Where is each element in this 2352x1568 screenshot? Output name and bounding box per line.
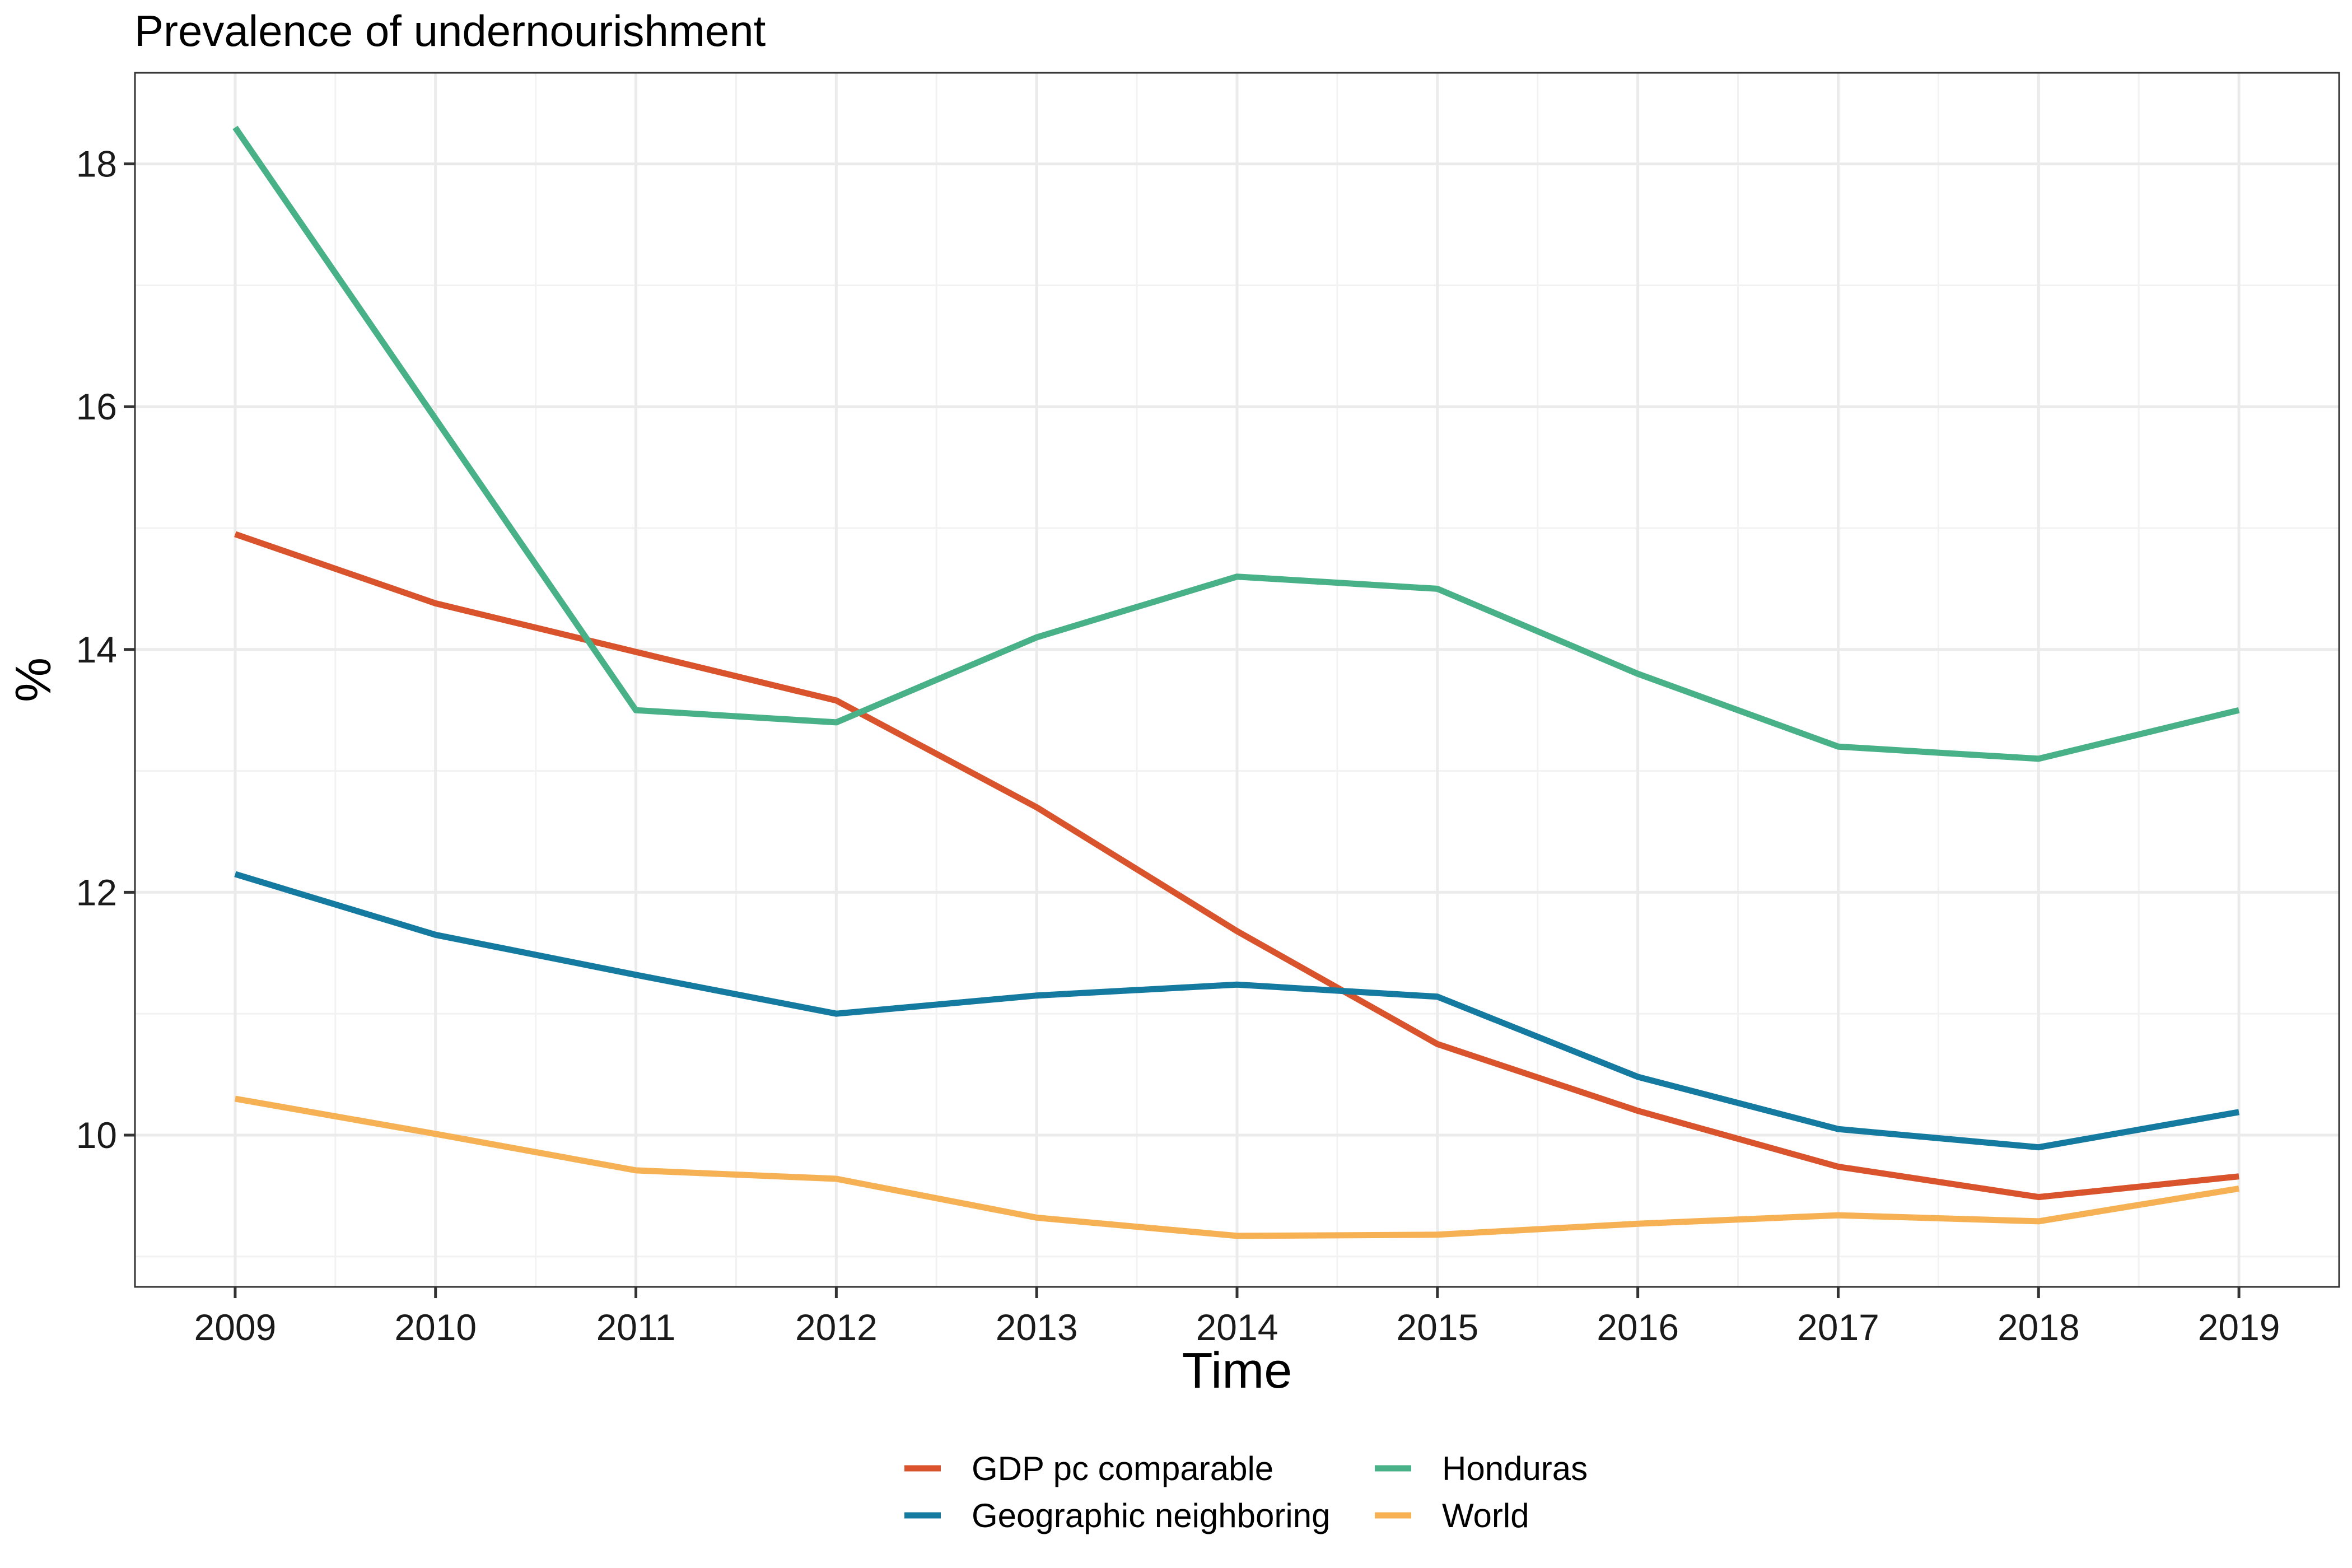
y-tick-label: 18 — [76, 143, 117, 185]
legend: GDP pc comparable Geographic neighboring H… — [904, 1450, 1588, 1534]
y-axis-title: % — [6, 657, 62, 702]
x-tick-label: 2019 — [2198, 1306, 2280, 1348]
x-tick-label: 2014 — [1196, 1306, 1278, 1348]
legend-label-world: World — [1442, 1497, 1529, 1534]
x-tick-label: 2015 — [1396, 1306, 1478, 1348]
x-tick-label: 2010 — [394, 1306, 477, 1348]
x-axis-title: Time — [1182, 1343, 1292, 1399]
series-line-world — [234, 1095, 2239, 1239]
chart-title: Prevalence of undernourishment — [134, 6, 766, 55]
y-tick-label: 12 — [76, 871, 117, 913]
y-tick-label: 16 — [76, 386, 117, 427]
x-tick-label: 2017 — [1797, 1306, 1879, 1348]
x-tick-label: 2013 — [996, 1306, 1078, 1348]
x-tick-label: 2012 — [795, 1306, 878, 1348]
legend-label-geographic-neighboring: Geographic neighboring — [972, 1497, 1330, 1534]
axis-ticks: 2009 2010 2011 2012 2013 2014 2015 2016 2017 2018… — [76, 143, 2280, 1348]
legend-label-honduras: Honduras — [1442, 1450, 1588, 1487]
x-tick-label: 2009 — [194, 1306, 276, 1348]
x-tick-label: 2018 — [1998, 1306, 2080, 1348]
legend-label-gdp-pc-comparable: GDP pc comparable — [972, 1450, 1273, 1487]
series-line-geographic-neighboring — [234, 871, 2240, 1151]
series-lines — [232, 125, 2240, 1239]
y-tick-label: 10 — [76, 1114, 117, 1156]
x-tick-label: 2016 — [1597, 1306, 1679, 1348]
x-tick-label: 2011 — [596, 1306, 676, 1348]
grid — [135, 73, 2339, 1287]
series-line-honduras — [232, 125, 2240, 762]
y-tick-label: 14 — [76, 629, 117, 670]
series-line-gdp-pc-comparable — [234, 531, 2239, 1201]
